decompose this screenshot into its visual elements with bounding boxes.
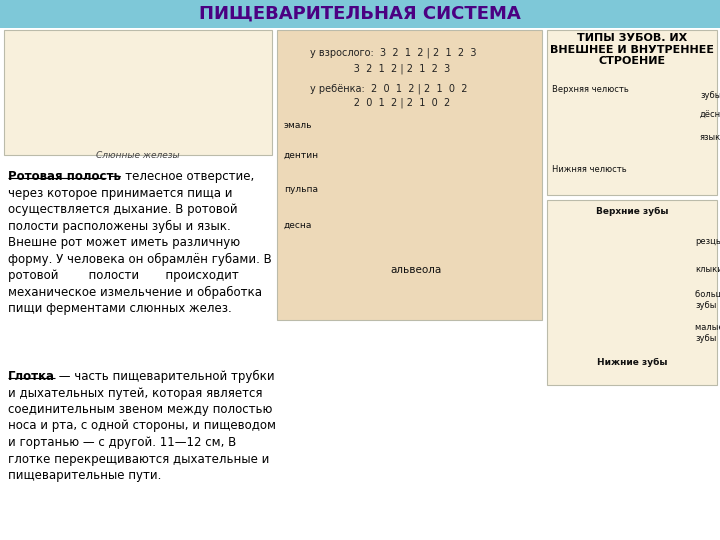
Text: альвеола: альвеола [390,265,441,275]
Text: Глотка: Глотка [8,370,55,383]
Text: резцы: резцы [695,238,720,246]
Text: зубы: зубы [700,91,720,99]
Text: эмаль: эмаль [284,120,312,130]
Text: ТИПЫ ЗУБОВ. ИХ ВНЕШНЕЕ И ВНУТРЕННЕЕ СТРОЕНИЕ: ТИПЫ ЗУБОВ. ИХ ВНЕШНЕЕ И ВНУТРЕННЕЕ СТРО… [550,33,714,66]
Text: пульпа: пульпа [284,186,318,194]
Text: полости расположены зубы и язык.: полости расположены зубы и язык. [8,219,230,233]
Text: механическое измельчение и обработка: механическое измельчение и обработка [8,286,262,299]
Text: Ротовая полость: Ротовая полость [8,170,121,183]
Text: большие коренные
зубы: большие коренные зубы [695,291,720,310]
Text: и гортанью — с другой. 11—12 см, В: и гортанью — с другой. 11—12 см, В [8,436,236,449]
Text: Верхняя челюсть: Верхняя челюсть [552,85,629,94]
Text: клыки: клыки [695,266,720,274]
Text: осуществляется дыхание. В ротовой: осуществляется дыхание. В ротовой [8,203,238,216]
Text: через которое принимается пища и: через которое принимается пища и [8,186,233,199]
Text: Нижняя челюсть: Нижняя челюсть [552,165,626,174]
Text: Верхние зубы: Верхние зубы [595,207,668,216]
Text: 3  2  1  2 | 2  1  2  3: 3 2 1 2 | 2 1 2 3 [310,63,450,73]
Text: ротовой        полости       происходит: ротовой полости происходит [8,269,239,282]
Text: форму. У человека он обрамлён губами. В: форму. У человека он обрамлён губами. В [8,253,271,266]
Text: малые коренные
зубы: малые коренные зубы [695,323,720,343]
Text: у взрослого:  3  2  1  2 | 2  1  2  3: у взрослого: 3 2 1 2 | 2 1 2 3 [310,48,477,58]
Text: у ребёнка:  2  0  1  2 | 2  1  0  2: у ребёнка: 2 0 1 2 | 2 1 0 2 [310,83,467,93]
Bar [4,30,272,155]
Text: язык: язык [700,133,720,143]
Text: носа и рта, с одной стороны, и пищеводом: носа и рта, с одной стороны, и пищеводом [8,420,276,433]
Bar [547,200,717,385]
Text: — часть пищеварительной трубки: — часть пищеварительной трубки [55,370,274,383]
Text: дёсны: дёсны [700,111,720,119]
Text: Слюнные железы: Слюнные железы [96,151,180,160]
Text: десна: десна [284,220,312,230]
Text: Внешне рот может иметь различную: Внешне рот может иметь различную [8,236,240,249]
Text: — телесное отверстие,: — телесное отверстие, [106,170,254,183]
Bar [547,30,717,195]
Text: 2  0  1  2 | 2  1  0  2: 2 0 1 2 | 2 1 0 2 [310,98,450,109]
Text: ПИЩЕВАРИТЕЛЬНАЯ СИСТЕМА: ПИЩЕВАРИТЕЛЬНАЯ СИСТЕМА [199,5,521,23]
Text: глотке перекрещиваются дыхательные и: глотке перекрещиваются дыхательные и [8,453,269,465]
Text: пищеварительные пути.: пищеварительные пути. [8,469,161,482]
Text: соединительным звеном между полостью: соединительным звеном между полостью [8,403,272,416]
Text: дентин: дентин [284,151,319,159]
Text: пищи ферментами слюнных желез.: пищи ферментами слюнных желез. [8,302,232,315]
Bar [277,30,542,320]
Text: и дыхательных путей, которая является: и дыхательных путей, которая является [8,387,263,400]
Text: Нижние зубы: Нижние зубы [597,358,667,367]
Bar [0,0,720,28]
